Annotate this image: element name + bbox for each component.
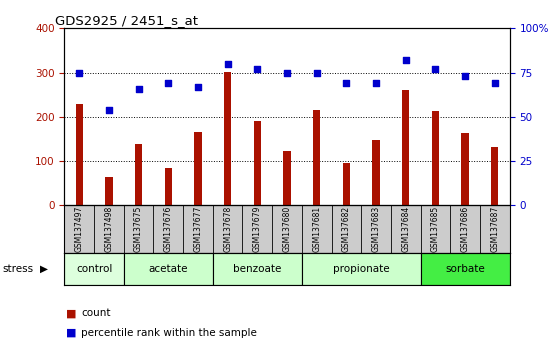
Point	[164, 80, 173, 86]
Bar	[64, 253, 124, 285]
Bar	[254, 121, 261, 205]
Bar	[432, 111, 439, 205]
Point	[194, 84, 203, 90]
Text: GSM137684: GSM137684	[401, 206, 410, 252]
Text: stress: stress	[3, 264, 34, 274]
Text: GSM137682: GSM137682	[342, 206, 351, 252]
Text: GSM137681: GSM137681	[312, 206, 321, 252]
Bar	[194, 132, 202, 205]
Bar	[313, 110, 320, 205]
Point	[75, 70, 84, 75]
Text: percentile rank within the sample: percentile rank within the sample	[81, 328, 257, 338]
Text: GSM137685: GSM137685	[431, 206, 440, 252]
Text: GSM137678: GSM137678	[223, 206, 232, 252]
Point	[312, 70, 321, 75]
Text: GSM137680: GSM137680	[282, 206, 292, 252]
Text: ■: ■	[66, 308, 77, 318]
Point	[253, 66, 262, 72]
Bar	[402, 90, 409, 205]
Point	[431, 66, 440, 72]
Text: GSM137498: GSM137498	[104, 206, 114, 252]
Text: GSM137687: GSM137687	[490, 206, 500, 252]
Bar	[283, 152, 291, 205]
Bar	[76, 104, 83, 205]
Bar	[213, 253, 302, 285]
Point	[282, 70, 291, 75]
Text: control: control	[76, 264, 112, 274]
Text: ■: ■	[66, 328, 77, 338]
Bar	[165, 168, 172, 205]
Bar	[421, 253, 510, 285]
Bar	[343, 163, 350, 205]
Bar	[135, 144, 142, 205]
Bar	[105, 177, 113, 205]
Point	[342, 80, 351, 86]
Text: benzoate: benzoate	[233, 264, 282, 274]
Text: ▶: ▶	[40, 264, 48, 274]
Bar	[124, 253, 213, 285]
Text: propionate: propionate	[333, 264, 390, 274]
Bar	[224, 72, 231, 205]
Point	[223, 61, 232, 67]
Text: count: count	[81, 308, 111, 318]
Point	[401, 57, 410, 63]
Point	[491, 80, 500, 86]
Point	[460, 73, 469, 79]
Bar	[461, 133, 469, 205]
Text: GDS2925 / 2451_s_at: GDS2925 / 2451_s_at	[55, 14, 198, 27]
Point	[134, 86, 143, 91]
Text: sorbate: sorbate	[445, 264, 485, 274]
Text: GSM137677: GSM137677	[193, 206, 203, 252]
Point	[372, 80, 381, 86]
Text: acetate: acetate	[148, 264, 188, 274]
Point	[105, 107, 114, 113]
Text: GSM137686: GSM137686	[460, 206, 470, 252]
Bar	[372, 140, 380, 205]
Text: GSM137676: GSM137676	[164, 206, 173, 252]
Bar	[491, 147, 498, 205]
Text: GSM137675: GSM137675	[134, 206, 143, 252]
Text: GSM137679: GSM137679	[253, 206, 262, 252]
Text: GSM137683: GSM137683	[371, 206, 381, 252]
Bar	[302, 253, 421, 285]
Text: GSM137497: GSM137497	[74, 206, 84, 252]
